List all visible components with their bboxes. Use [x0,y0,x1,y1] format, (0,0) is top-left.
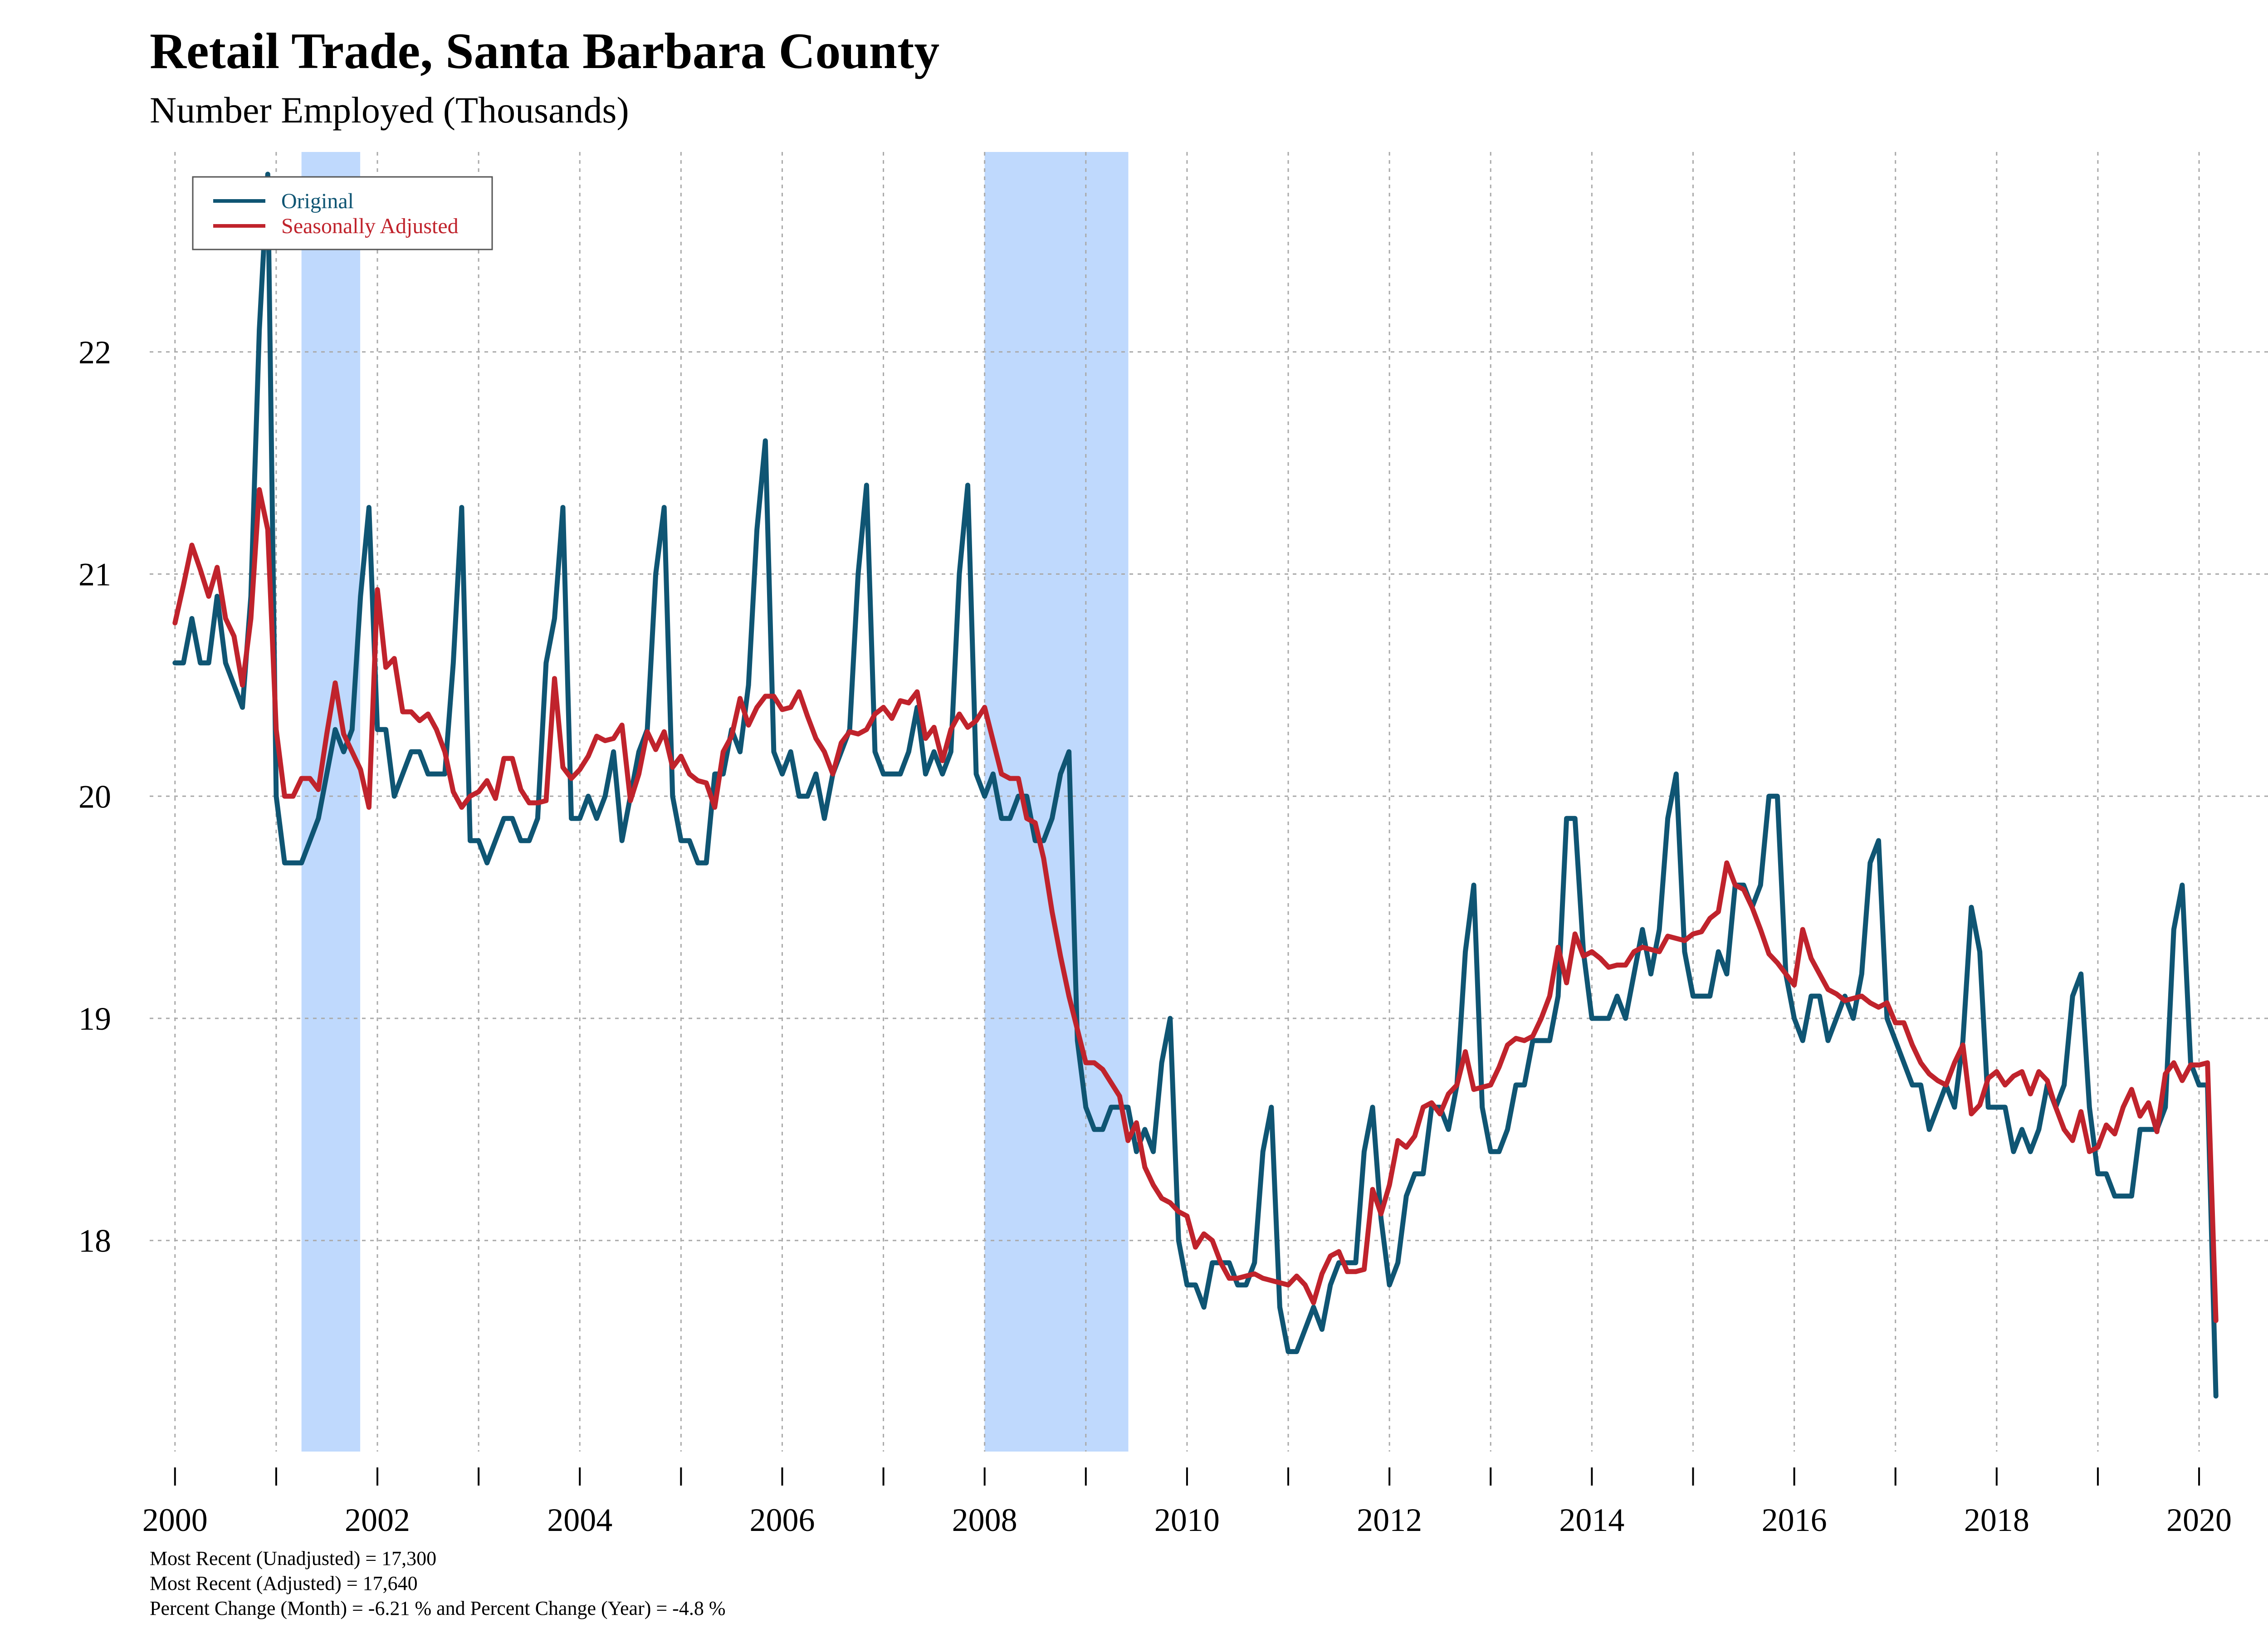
x-tick-label-2012: 2012 [1357,1502,1422,1538]
x-tick-label-2010: 2010 [1154,1502,1220,1538]
horizontal-gridlines [150,351,2268,1242]
y-tick-label-22: 22 [78,334,111,371]
x-tick-label-2002: 2002 [345,1502,410,1538]
legend-box [192,176,493,250]
chart-subtitle: Number Employed (Thousands) [150,89,629,131]
x-tick-label-2000: 2000 [142,1502,208,1538]
x-tick-label-2008: 2008 [952,1502,1017,1538]
legend-label-seasonally-adjusted: Seasonally Adjusted [281,214,459,238]
x-axis: 2000 2002 2004 2006 2008 2010 2012 2014 2016 2018… [142,1467,2232,1538]
y-tick-label-20: 20 [78,778,111,815]
x-tick-label-2016: 2016 [1762,1502,1827,1538]
legend: Original Seasonally Adjusted [192,176,493,250]
footnotes: Most Recent (Unadjusted) = 17,300 Most R… [150,1547,726,1619]
footnote-percent-change: Percent Change (Month) = -6.21 % and Per… [150,1597,726,1619]
y-axis: 18 19 20 21 22 [78,334,111,1259]
x-tick-label-2004: 2004 [547,1502,612,1538]
legend-label-original: Original [281,189,354,213]
y-tick-label-19: 19 [78,1001,111,1037]
footnote-unadjusted: Most Recent (Unadjusted) = 17,300 [150,1547,436,1569]
series-line-seasonally-adjusted [172,487,2219,1323]
x-tick-label-2018: 2018 [1964,1502,2029,1538]
chart-title: Retail Trade, Santa Barbara County [150,23,939,79]
series-lines [172,171,2219,1399]
recession-band-1 [301,152,361,1452]
series-line-original [172,171,2219,1399]
y-tick-label-18: 18 [78,1223,111,1259]
x-tick-label-2020: 2020 [2166,1502,2232,1538]
x-tick-label-2006: 2006 [749,1502,815,1538]
x-tick-label-2014: 2014 [1559,1502,1624,1538]
vertical-gridlines [174,152,2200,1452]
y-tick-label-21: 21 [78,557,111,593]
footnote-adjusted: Most Recent (Adjusted) = 17,640 [150,1572,418,1594]
